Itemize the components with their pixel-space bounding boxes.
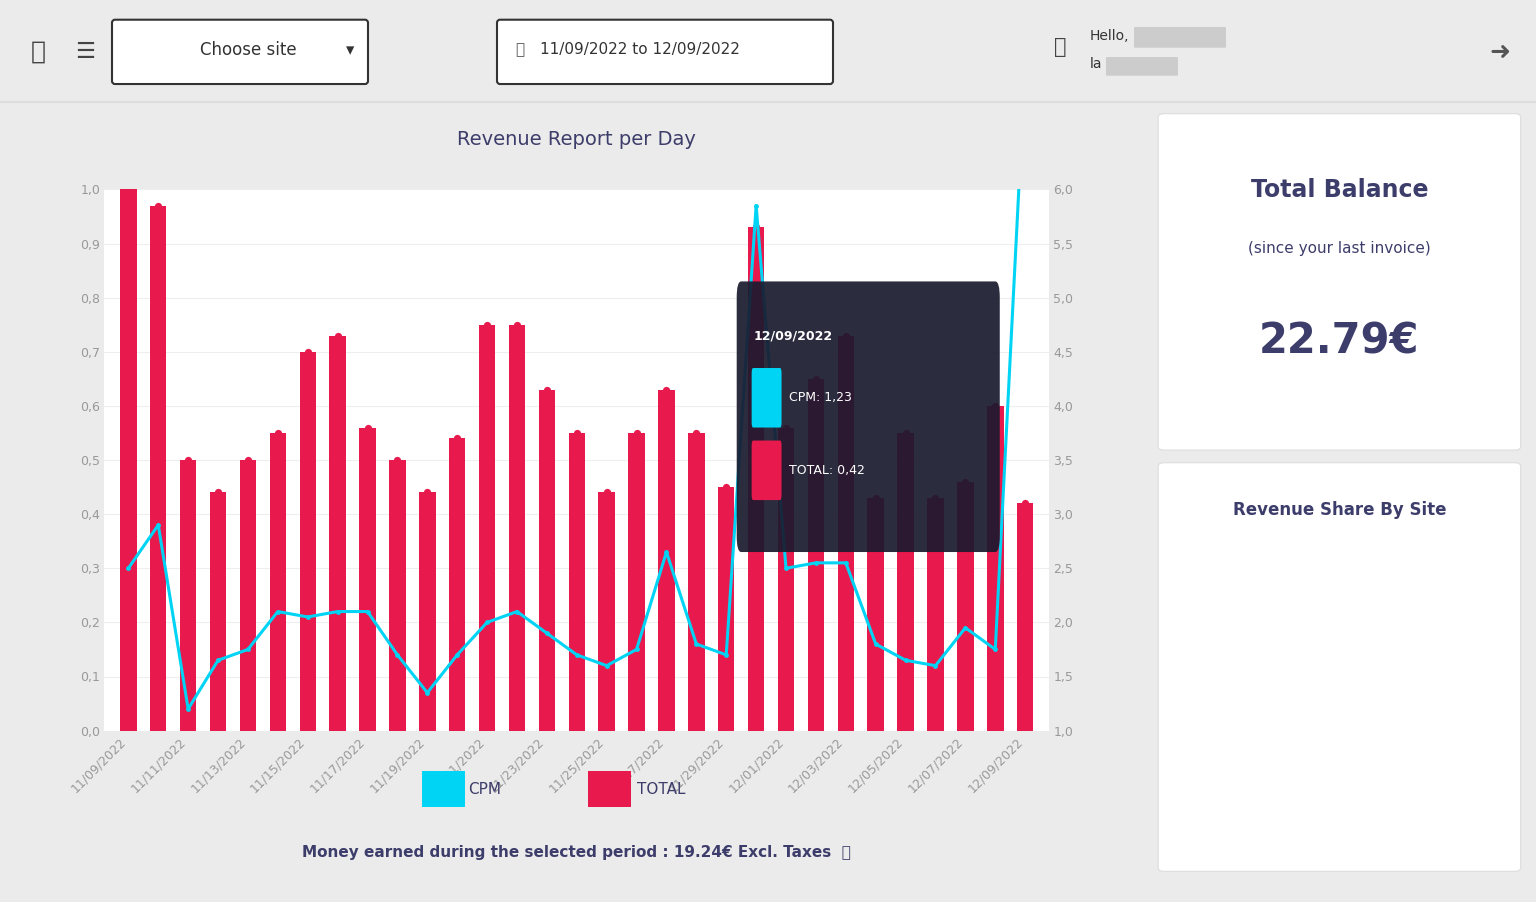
Bar [808, 379, 825, 731]
FancyBboxPatch shape [112, 20, 369, 84]
Text: Revenue Share By Site: Revenue Share By Site [1233, 502, 1445, 520]
Bar [508, 325, 525, 731]
Bar [240, 460, 257, 731]
Bar [659, 390, 674, 731]
Bar [329, 336, 346, 731]
Bar [897, 433, 914, 731]
Text: 11/09/2022 to 12/09/2022: 11/09/2022 to 12/09/2022 [541, 42, 740, 58]
Text: ▾: ▾ [346, 41, 355, 59]
Wedge shape [1212, 566, 1467, 822]
Text: ➜: ➜ [1490, 40, 1510, 64]
Bar [748, 227, 765, 731]
Bar [628, 433, 645, 731]
FancyBboxPatch shape [498, 20, 833, 84]
Text: Choose site: Choose site [200, 41, 296, 59]
Text: la: la [1091, 58, 1103, 71]
Text: (since your last invoice): (since your last invoice) [1249, 242, 1430, 256]
FancyBboxPatch shape [737, 281, 1000, 552]
Text: CPM: CPM [468, 782, 501, 796]
Bar [270, 433, 286, 731]
Bar [928, 498, 943, 731]
Bar [300, 352, 316, 731]
Text: 📅: 📅 [515, 42, 524, 58]
FancyBboxPatch shape [751, 368, 782, 428]
Text: Revenue Report per Day: Revenue Report per Day [456, 130, 696, 150]
Bar [180, 460, 197, 731]
Bar [688, 433, 705, 731]
Bar [568, 433, 585, 731]
Text: Total Balance: Total Balance [1250, 178, 1428, 202]
Text: 🔔: 🔔 [31, 40, 46, 64]
Bar [210, 492, 226, 731]
Bar [837, 336, 854, 731]
Bar [1017, 503, 1034, 731]
Bar [868, 498, 883, 731]
Text: ☰: ☰ [75, 41, 95, 62]
Bar [120, 189, 137, 731]
Bar [151, 206, 166, 731]
Text: 22.79€: 22.79€ [1260, 320, 1419, 362]
FancyBboxPatch shape [1106, 57, 1178, 76]
Bar [449, 438, 465, 731]
Text: Hello,: Hello, [1091, 29, 1129, 43]
Bar [988, 406, 1003, 731]
FancyBboxPatch shape [751, 440, 782, 500]
Bar [717, 487, 734, 731]
Bar [359, 428, 376, 731]
Text: 12/09/2022: 12/09/2022 [753, 329, 833, 342]
Bar [777, 428, 794, 731]
Bar [539, 390, 554, 731]
Wedge shape [1335, 566, 1342, 695]
Text: 👤: 👤 [1054, 37, 1066, 57]
FancyBboxPatch shape [1134, 27, 1226, 48]
Bar [389, 460, 406, 731]
Text: TOTAL: TOTAL [637, 782, 687, 796]
Text: CPM: 1,23: CPM: 1,23 [790, 391, 852, 404]
Text: Money earned during the selected period : 19.24€ Excl. Taxes  ⓘ: Money earned during the selected period … [301, 845, 851, 860]
Bar [479, 325, 495, 731]
Text: TOTAL: 0,42: TOTAL: 0,42 [790, 465, 865, 477]
Bar [957, 482, 974, 731]
Bar [599, 492, 614, 731]
Bar [419, 492, 436, 731]
